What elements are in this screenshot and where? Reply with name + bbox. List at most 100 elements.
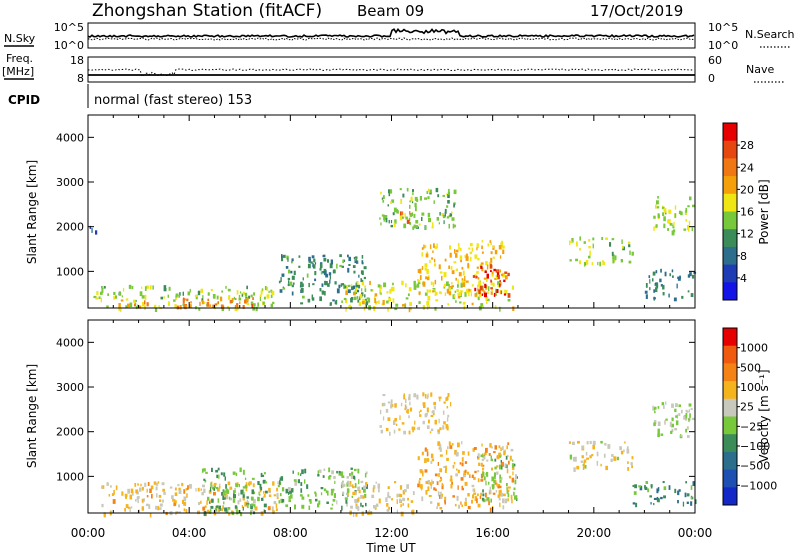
scatter-cell: [285, 504, 289, 507]
scatter-cell: [494, 305, 497, 309]
scatter-cell: [246, 298, 249, 301]
scatter-cell: [477, 258, 480, 261]
scatter-cell: [409, 307, 412, 311]
scatter-cell: [101, 486, 104, 489]
scatter-cell: [443, 401, 446, 404]
scatter-cell: [232, 297, 234, 303]
scatter-cell: [185, 509, 188, 514]
scatter-cell: [481, 293, 483, 296]
scatter-cell: [263, 509, 265, 512]
scatter-cell: [490, 242, 492, 245]
scatter-cell: [488, 481, 490, 485]
scatter-cell: [690, 501, 693, 506]
colorbar-swatch: [723, 193, 737, 212]
scatter-cell: [257, 302, 259, 307]
scatter-cell: [276, 487, 279, 492]
scatter-cell: [610, 458, 613, 462]
scatter-cell: [508, 475, 512, 479]
scatter-cell: [299, 494, 303, 497]
scatter-cell: [244, 484, 248, 489]
scatter-cell: [354, 483, 357, 488]
scatter-cell: [247, 503, 249, 509]
scatter-cell: [434, 279, 437, 285]
scatter-cell: [279, 480, 281, 485]
scatter-cell: [203, 301, 206, 305]
scatter-cell: [685, 412, 688, 416]
scatter-cell: [200, 500, 202, 504]
scatter-cell: [451, 282, 453, 285]
scatter-cell: [459, 301, 462, 304]
scatter-cell: [601, 236, 604, 240]
scatter-cell: [418, 301, 421, 305]
scatter-cell: [474, 287, 477, 292]
scatter-cell: [408, 430, 411, 435]
scatter-cell: [687, 274, 691, 278]
scatter-cell: [583, 459, 587, 463]
scatter-cell: [401, 422, 405, 425]
scatter-cell: [129, 302, 133, 307]
scatter-cell: [134, 483, 137, 487]
scatter-cell: [308, 499, 312, 502]
scatter-cell: [461, 487, 464, 491]
scatter-cell: [432, 412, 435, 416]
scatter-cell: [652, 405, 654, 411]
scatter-cell: [511, 499, 513, 504]
scatter-cell: [312, 283, 315, 286]
scatter-cell: [596, 460, 599, 466]
scatter-cell: [497, 485, 500, 489]
scatter-cell: [493, 268, 496, 272]
scatter-cell: [342, 491, 345, 495]
scatter-cell: [591, 262, 594, 266]
scatter-cell: [653, 297, 656, 300]
scatter-cell: [244, 501, 248, 507]
colorbar-tick-label: 20: [740, 183, 754, 196]
scatter-cell: [437, 462, 439, 466]
scatter-cell: [489, 443, 492, 448]
scatter-cell: [414, 196, 418, 201]
scatter-cell: [202, 506, 206, 511]
scatter-cell: [357, 468, 360, 474]
scatter-cell: [653, 503, 655, 506]
scatter-cell: [311, 294, 313, 300]
scatter-cell: [685, 219, 687, 222]
scatter-cell: [685, 481, 687, 484]
scatter-cell: [405, 406, 408, 410]
scatter-cell: [301, 496, 305, 500]
scatter-cell: [336, 288, 340, 294]
scatter-cell: [486, 301, 488, 304]
scatter-cell: [421, 247, 424, 250]
scatter-cell: [442, 410, 445, 415]
scatter-cell: [352, 265, 356, 268]
scatter-cell: [427, 188, 430, 192]
scatter-cell: [238, 492, 240, 496]
scatter-cell: [341, 300, 343, 303]
scatter-cell: [415, 206, 417, 212]
scatter-cell: [218, 474, 220, 479]
scatter-cell: [639, 485, 643, 491]
scatter-cell: [493, 472, 496, 478]
scatter-cell: [420, 409, 422, 412]
scatter-cell: [620, 259, 623, 263]
scatter-cell: [496, 471, 499, 475]
scatter-cell: [325, 281, 328, 286]
scatter-cell: [472, 474, 474, 478]
scatter-cell: [348, 305, 351, 308]
scatter-cell: [497, 269, 499, 273]
colorbar-tick-label: 12: [740, 228, 754, 241]
scatter-cell: [142, 498, 145, 502]
scatter-cell: [348, 264, 351, 266]
time-tick-label: 16:00: [475, 526, 510, 540]
scatter-cell: [138, 487, 142, 492]
scatter-cell: [265, 490, 268, 494]
scatter-cell: [504, 271, 508, 274]
scatter-cell: [210, 505, 214, 509]
scatter-cell: [390, 201, 392, 204]
scatter-cell: [408, 396, 411, 401]
colorbar-swatch: [723, 264, 737, 283]
scatter-cell: [512, 459, 514, 462]
scatter-cell: [457, 279, 459, 285]
scatter-cell: [234, 305, 236, 309]
scatter-cell: [388, 189, 391, 194]
scatter-cell: [358, 301, 362, 307]
